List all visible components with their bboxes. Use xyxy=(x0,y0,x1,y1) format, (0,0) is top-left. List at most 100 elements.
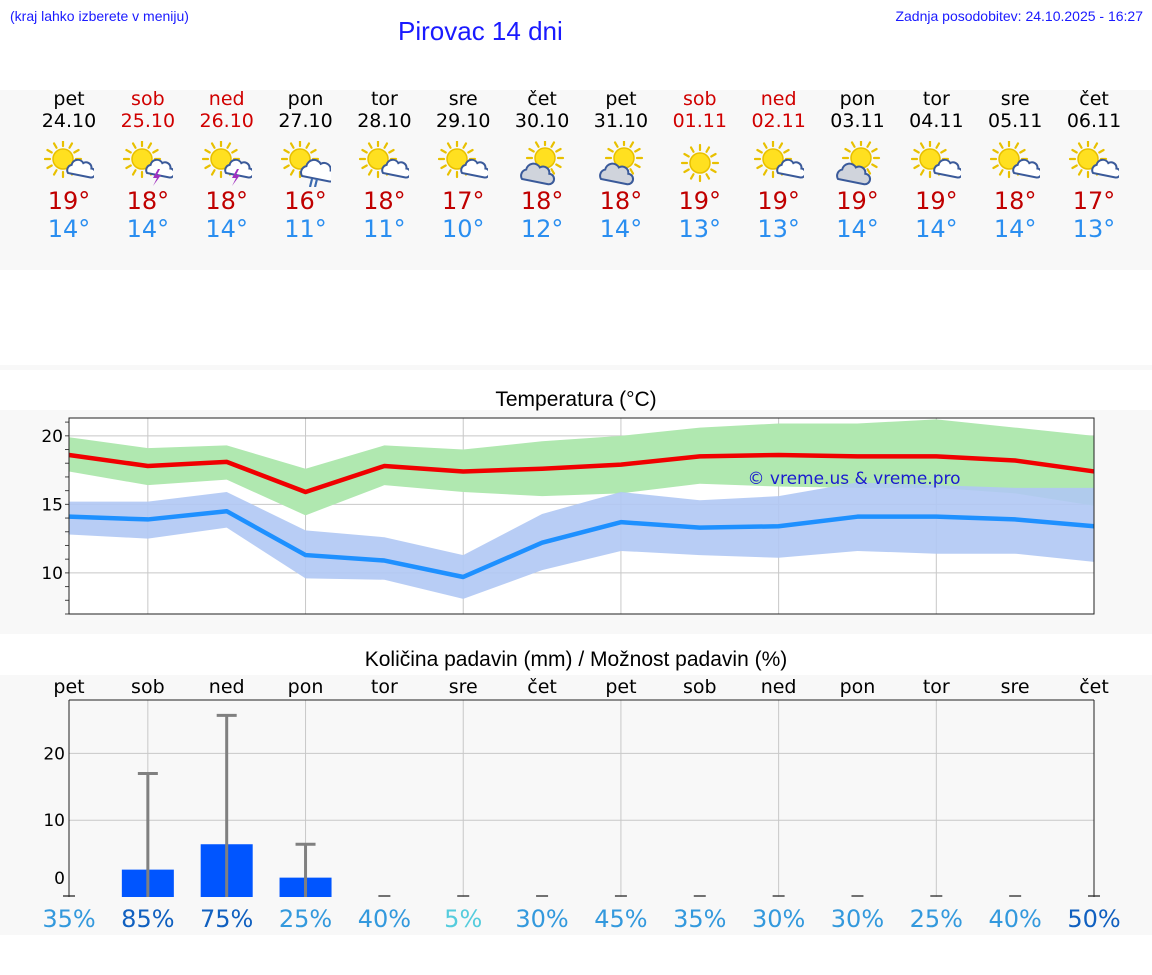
sun-rain-icon xyxy=(280,141,331,187)
day-date: 05.11 xyxy=(987,110,1043,132)
day-name: pon xyxy=(839,88,876,110)
precip-day-label: tor xyxy=(922,676,950,698)
day-name: ned xyxy=(760,88,797,110)
day-column: pon 03.11 19° 14° xyxy=(820,88,896,243)
precip-probability: 5% xyxy=(444,905,483,933)
min-temp-line xyxy=(68,508,1095,580)
max-temp: 18° xyxy=(205,187,248,215)
forecast-panel xyxy=(0,90,1152,270)
day-column: tor 04.11 19° 14° xyxy=(898,88,974,243)
day-date: 25.10 xyxy=(120,110,176,132)
day-column: čet 06.11 17° 13° xyxy=(1056,88,1132,243)
precip-probability: 30% xyxy=(830,905,885,933)
day-date: 03.11 xyxy=(830,110,885,132)
precip-probability: 40% xyxy=(988,905,1042,933)
precip-day-label: čet xyxy=(527,676,557,698)
watermark: © vreme.us & vreme.pro xyxy=(747,469,960,489)
day-name: sob xyxy=(131,88,165,110)
precip-probability: 25% xyxy=(278,905,333,933)
day-date: 04.11 xyxy=(909,110,964,132)
day-column: pon 27.10 16° 11° xyxy=(268,88,344,243)
max-temp: 19° xyxy=(915,187,958,215)
day-name: pet xyxy=(53,88,85,110)
day-date: 01.11 xyxy=(672,110,727,132)
min-temp: 14° xyxy=(126,215,170,243)
precip-day-label: pet xyxy=(605,676,637,698)
precip-probability: 45% xyxy=(594,905,648,933)
day-column: pet 24.10 19° 14° xyxy=(31,88,107,243)
min-temp: 11° xyxy=(284,215,327,243)
precip-probability: 75% xyxy=(200,905,254,933)
min-temp: 14° xyxy=(205,215,248,243)
y-tick-label: 0 xyxy=(54,869,65,889)
sun-cloud-icon xyxy=(911,141,962,179)
y-tick-label: 20 xyxy=(43,744,65,764)
precip-day-label: sob xyxy=(682,676,717,698)
max-temp-line xyxy=(68,452,1095,495)
precip-probability: 35% xyxy=(673,905,727,933)
min-temp: 14° xyxy=(915,215,958,243)
min-temp: 10° xyxy=(441,215,485,243)
day-column: ned 26.10 18° 14° xyxy=(189,88,265,243)
y-tick-label: 20 xyxy=(41,427,63,447)
sun-cloud-icon xyxy=(990,141,1041,179)
day-name: čet xyxy=(527,88,557,110)
day-name: sre xyxy=(1000,88,1030,110)
day-column: sre 05.11 18° 14° xyxy=(977,88,1053,243)
sun-storm-icon xyxy=(201,141,252,186)
day-column: sob 01.11 19° 13° xyxy=(662,88,738,243)
max-temp: 19° xyxy=(836,187,879,215)
precip-day-label: sre xyxy=(1000,676,1030,698)
precip-day-label: sob xyxy=(131,676,165,698)
page-title: Pirovac 14 dni xyxy=(398,16,563,46)
max-temp: 18° xyxy=(599,187,643,215)
cloud-sun-icon xyxy=(520,141,565,186)
plot-frame xyxy=(68,417,1095,615)
max-temp: 18° xyxy=(363,187,406,215)
sun-cloud-icon xyxy=(44,141,94,179)
max-temp: 16° xyxy=(284,187,327,215)
sun-cloud-icon xyxy=(1069,141,1120,179)
precipitation-chart: 0 10 20 xyxy=(43,699,1100,897)
temperature-chart-title: Temperatura (°C) xyxy=(495,388,657,411)
precip-probability: 30% xyxy=(751,905,806,933)
precip-day-label: pon xyxy=(287,676,324,698)
last-update: Zadnja posodobitev: 24.10.2025 - 16:27 xyxy=(895,8,1143,24)
day-date: 27.10 xyxy=(278,110,333,132)
day-date: 29.10 xyxy=(436,110,491,132)
day-column: pet 31.10 18° 14° xyxy=(583,88,659,243)
day-name: čet xyxy=(1079,88,1109,110)
precip-probability: 40% xyxy=(357,905,412,933)
day-name: tor xyxy=(370,88,398,110)
max-temp: 19° xyxy=(757,187,800,215)
y-tick-label: 15 xyxy=(41,495,63,515)
day-date: 31.10 xyxy=(593,110,649,132)
sun-cloud-icon xyxy=(359,141,410,179)
precip-day-label: ned xyxy=(208,676,245,698)
day-column: tor 28.10 18° 11° xyxy=(346,88,422,243)
precip-day-label: sre xyxy=(448,676,478,698)
max-temp: 18° xyxy=(520,187,564,215)
day-date: 24.10 xyxy=(41,110,97,132)
day-name: pet xyxy=(605,88,637,110)
precip-probability: 30% xyxy=(515,905,569,933)
divider xyxy=(0,365,1152,370)
max-temp: 19° xyxy=(678,187,722,215)
day-column: sre 29.10 17° 10° xyxy=(425,88,501,243)
day-date: 06.11 xyxy=(1066,110,1122,132)
day-date: 30.10 xyxy=(514,110,570,132)
precip-day-label: pet xyxy=(53,676,85,698)
day-column: sob 25.10 18° 14° xyxy=(110,88,186,243)
day-date: 28.10 xyxy=(357,110,412,132)
precip-probability: 85% xyxy=(121,905,175,933)
precip-probability: 35% xyxy=(42,905,96,933)
sun-storm-icon xyxy=(122,141,173,186)
location-menu-note: (kraj lahko izberete v meniju) xyxy=(10,8,189,24)
precip-day-label: tor xyxy=(370,676,398,698)
day-name: sre xyxy=(448,88,478,110)
day-name: pon xyxy=(287,88,324,110)
min-temp: 12° xyxy=(520,215,564,243)
min-temp: 11° xyxy=(363,215,406,243)
cloud-sun-icon xyxy=(835,141,880,186)
y-tick-label: 10 xyxy=(43,811,65,831)
